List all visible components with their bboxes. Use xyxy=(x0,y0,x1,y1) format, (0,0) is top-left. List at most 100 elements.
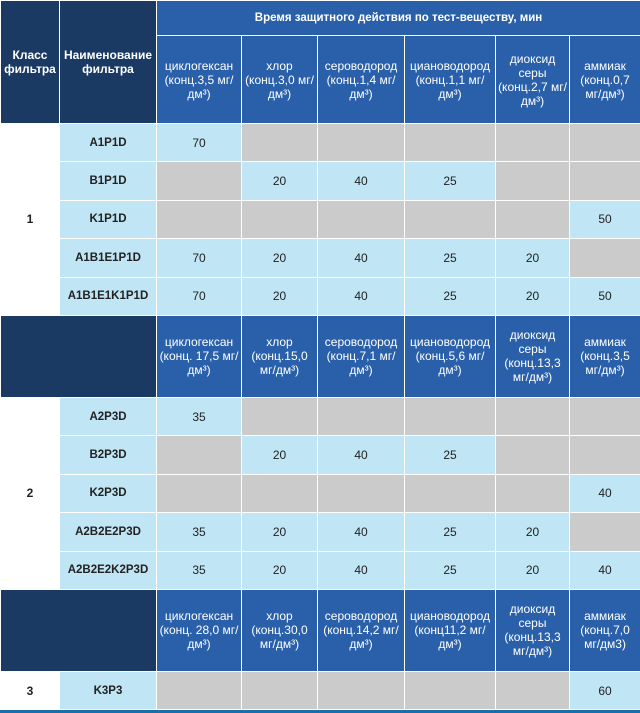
empty-cell xyxy=(568,396,640,437)
substance-name: хлор xyxy=(266,335,293,350)
filter-name-cell: K2P3D xyxy=(59,473,157,514)
value-cell: 20 xyxy=(495,276,570,316)
header-row-top: Класс фильтра Наименование фильтра Время… xyxy=(0,0,640,124)
substance-header: сероводород (конц.1,4 мг/дм³) xyxy=(317,35,405,124)
substance-header: хлор (конц.15,0 мг/дм³) xyxy=(241,314,318,398)
value-cell: 35 xyxy=(156,512,242,552)
empty-cell xyxy=(317,122,405,163)
substance-concentration: (конц.13,3 мг/дм³) xyxy=(504,356,561,385)
filter-name-cell: B2P3D xyxy=(59,435,157,475)
substance-header: циклогексан (конц.3,5 мг/дм³) xyxy=(156,35,242,124)
value-cell: 40 xyxy=(317,276,405,316)
substance-header: диоксид серы (конц.13,3 мг/дм³) xyxy=(495,588,570,672)
table-row: 1 A1P1D 70 xyxy=(0,122,640,316)
value-cell: 35 xyxy=(156,550,242,590)
substance-concentration: (конц.30,0 мг/дм³) xyxy=(251,623,308,652)
empty-cell xyxy=(495,122,570,163)
filter-name-cell: A1B1E1P1D xyxy=(59,238,157,278)
empty-cell xyxy=(241,473,318,514)
substance-name: диоксид серы xyxy=(509,328,556,357)
table-row: A2B2E2P3D 35 20 40 25 20 xyxy=(1,512,640,552)
subheader-row: циклогексан (конц. 28,0 мг/дм³) хлор (конц.… xyxy=(0,588,640,672)
empty-cell xyxy=(495,473,570,514)
value-cell: 70 xyxy=(156,276,242,316)
value-cell: 40 xyxy=(317,550,405,590)
empty-cell xyxy=(156,435,242,475)
substance-name: циклогексан xyxy=(164,335,234,350)
substance-concentration: (конц.13,3 мг/дм³) xyxy=(504,630,561,659)
filter-name-cell: B1P1D xyxy=(59,161,157,201)
substance-header: аммиак (конц.7,0 мг/дм3) xyxy=(568,588,640,672)
substance-concentration: (конц11,2 мг/дм³) xyxy=(414,623,486,652)
subheader-blank xyxy=(0,314,157,398)
value-cell: 25 xyxy=(404,238,496,278)
substance-name: циановодород xyxy=(410,58,490,73)
substance-concentration: (конц.14,2 мг/дм³) xyxy=(323,623,399,652)
empty-cell xyxy=(568,161,640,201)
table-row: B1P1D 20 40 25 xyxy=(1,161,640,201)
substance-name: циклогексан xyxy=(164,58,234,73)
filter-name-cell: A1P1D xyxy=(59,122,157,163)
empty-cell xyxy=(404,396,496,437)
subheader-row: циклогексан (конц. 17,5 мг/дм³) хлор (конц.… xyxy=(0,314,640,398)
filter-class-cell: 2 xyxy=(0,396,60,590)
substance-concentration: (конц.15,0 мг/дм³) xyxy=(251,349,308,378)
value-cell: 20 xyxy=(495,238,570,278)
filter-class-cell: 1 xyxy=(0,123,60,316)
empty-cell xyxy=(404,199,496,240)
empty-cell xyxy=(404,473,496,514)
empty-cell xyxy=(568,512,640,552)
value-cell: 25 xyxy=(404,550,496,590)
substance-name: диоксид серы xyxy=(509,51,556,80)
value-cell: 70 xyxy=(156,122,242,163)
empty-cell xyxy=(241,199,318,240)
value-cell: 40 xyxy=(568,550,640,590)
table-row: 2 A2P3D 35 xyxy=(0,396,640,590)
empty-cell xyxy=(317,473,405,514)
substance-name: аммиак xyxy=(584,609,626,624)
empty-cell xyxy=(495,670,570,711)
group-title: Время защитного действия по тест-веществ… xyxy=(155,0,640,36)
empty-cell xyxy=(156,161,242,201)
value-cell: 25 xyxy=(404,161,496,201)
value-cell: 20 xyxy=(241,435,318,475)
empty-cell xyxy=(568,238,640,278)
class-header: Класс фильтра xyxy=(0,0,60,124)
value-cell: 40 xyxy=(317,238,405,278)
empty-cell xyxy=(495,161,570,201)
empty-cell xyxy=(156,670,242,711)
empty-cell xyxy=(495,396,570,437)
substance-concentration: (конц.7,0 мг/дм3) xyxy=(580,623,630,652)
empty-cell xyxy=(156,473,242,514)
substance-header: диоксид серы (конц.2,7 мг/дм³) xyxy=(495,35,570,124)
value-cell: 50 xyxy=(568,199,640,240)
substance-name: сероводород xyxy=(324,335,398,350)
substance-concentration: (конц.0,7 мг/дм³) xyxy=(580,72,630,101)
empty-cell xyxy=(404,122,496,163)
value-cell: 40 xyxy=(317,161,405,201)
filter-name-cell: K3P3 xyxy=(59,670,157,711)
empty-cell xyxy=(495,199,570,240)
table-row: A2B2E2K2P3D 35 20 40 25 20 40 xyxy=(1,550,640,590)
substance-name: циклогексан xyxy=(164,609,234,624)
value-cell: 20 xyxy=(241,550,318,590)
substance-name: хлор xyxy=(266,58,293,73)
table-row: A1B1E1P1D 70 20 40 25 20 xyxy=(1,238,640,278)
value-cell: 40 xyxy=(568,473,640,514)
filter-class-cell: 3 xyxy=(0,670,60,711)
substance-name: аммиак xyxy=(584,335,626,350)
substance-concentration: (конц. 28,0 мг/дм³) xyxy=(159,623,239,652)
value-cell: 50 xyxy=(568,276,640,316)
value-cell: 20 xyxy=(495,512,570,552)
table-row: K1P1D 50 xyxy=(1,199,640,240)
substance-name: хлор xyxy=(266,609,293,624)
substance-concentration: (конц.2,7 мг/дм³) xyxy=(498,79,567,108)
value-cell: 25 xyxy=(404,512,496,552)
filter-name-cell: K1P1D xyxy=(59,199,157,240)
value-cell: 20 xyxy=(241,276,318,316)
substance-header: циановодород (конц11,2 мг/дм³) xyxy=(404,588,496,672)
substance-concentration: (конц.3,5 мг/дм³) xyxy=(580,349,630,378)
subheader-row: циклогексан (конц.3,5 мг/дм³) хлор (конц.3,… xyxy=(1,35,640,124)
empty-cell xyxy=(568,435,640,475)
